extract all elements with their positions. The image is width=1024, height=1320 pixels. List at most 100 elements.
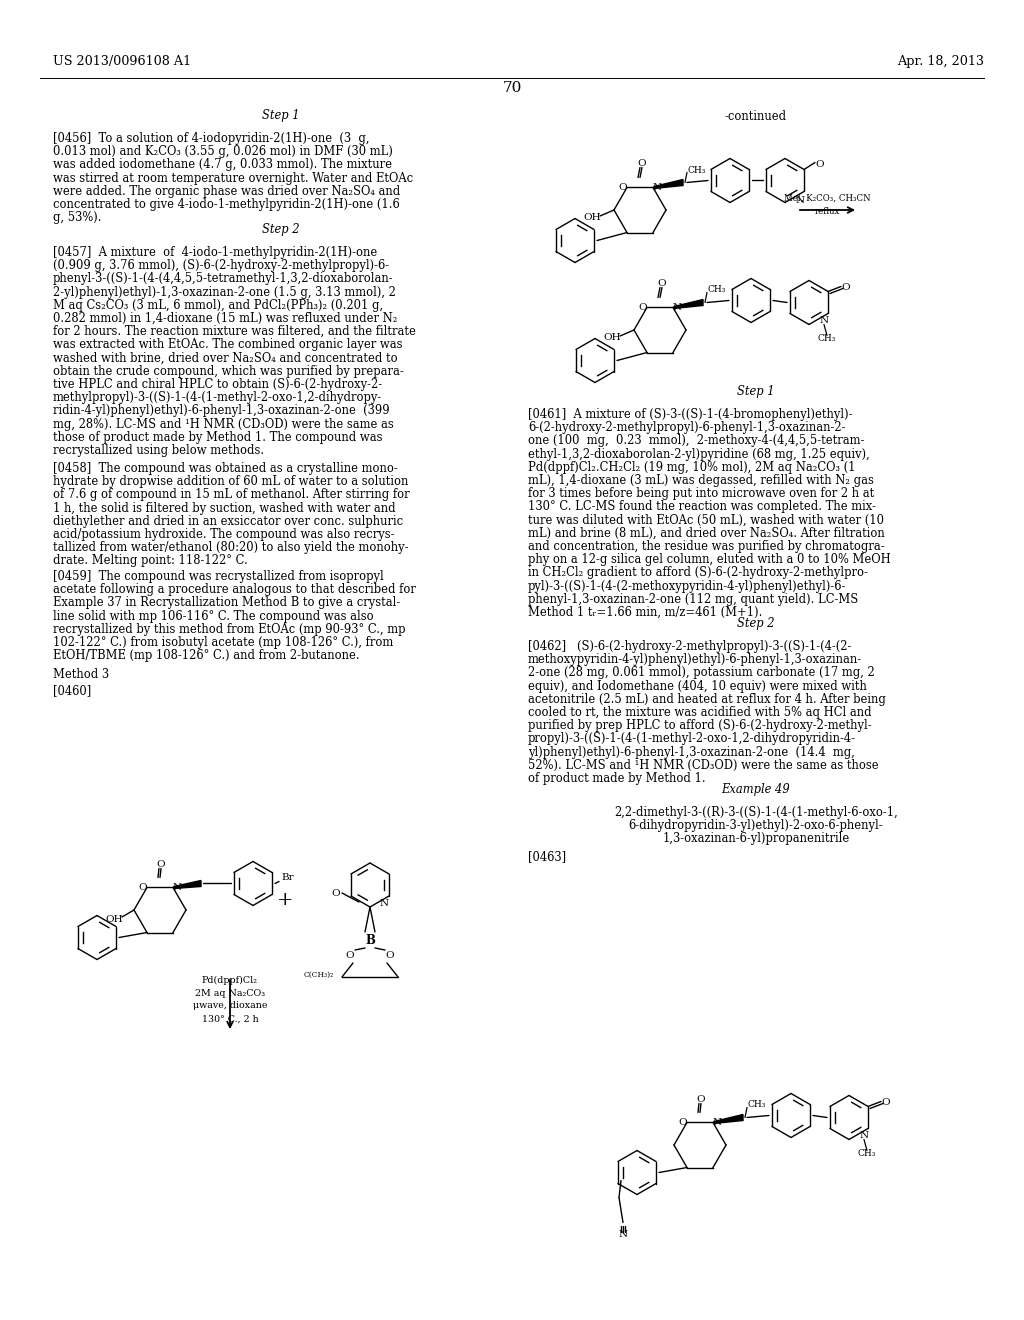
Text: recrystallized by this method from EtOAc (mp 90-93° C., mp: recrystallized by this method from EtOAc…	[53, 623, 406, 636]
Text: pyl)-3-((S)-1-(4-(2-methoxypyridin-4-yl)phenyl)ethyl)-6-: pyl)-3-((S)-1-(4-(2-methoxypyridin-4-yl)…	[528, 579, 847, 593]
Text: OH: OH	[105, 916, 123, 924]
Text: Step 1: Step 1	[737, 385, 775, 399]
Text: CH₃: CH₃	[687, 166, 706, 176]
Text: O: O	[696, 1096, 706, 1104]
Text: N: N	[673, 304, 682, 312]
Text: washed with brine, dried over Na₂SO₄ and concentrated to: washed with brine, dried over Na₂SO₄ and…	[53, 351, 397, 364]
Text: was added iodomethane (4.7 g, 0.033 mmol). The mixture: was added iodomethane (4.7 g, 0.033 mmol…	[53, 158, 392, 172]
Text: O: O	[157, 861, 165, 869]
Text: N: N	[713, 1118, 722, 1127]
Text: equiv), and Iodomethane (404, 10 equiv) were mixed with: equiv), and Iodomethane (404, 10 equiv) …	[528, 680, 867, 693]
Text: of product made by Method 1.: of product made by Method 1.	[528, 772, 706, 785]
Text: N: N	[859, 1131, 868, 1140]
Text: OH: OH	[603, 334, 621, 342]
Text: Example 49: Example 49	[722, 784, 791, 796]
Text: μwave, dioxane: μwave, dioxane	[193, 1002, 267, 1011]
Text: EtOH/TBME (mp 108-126° C.) and from 2-butanone.: EtOH/TBME (mp 108-126° C.) and from 2-bu…	[53, 649, 359, 663]
Text: acetate following a procedure analogous to that described for: acetate following a procedure analogous …	[53, 583, 416, 597]
Text: O: O	[386, 950, 394, 960]
Text: 52%). LC-MS and ¹H NMR (CD₃OD) were the same as those: 52%). LC-MS and ¹H NMR (CD₃OD) were the …	[528, 759, 879, 772]
Text: 2-yl)phenyl)ethyl)-1,3-oxazinan-2-one (1.5 g, 3.13 mmol), 2: 2-yl)phenyl)ethyl)-1,3-oxazinan-2-one (1…	[53, 285, 396, 298]
Text: 102-122° C.) from isobutyl acetate (mp 108-126° C.), from: 102-122° C.) from isobutyl acetate (mp 1…	[53, 636, 393, 649]
Text: OH: OH	[584, 214, 601, 223]
Text: O: O	[657, 279, 667, 288]
Text: -continued: -continued	[725, 110, 787, 123]
Text: O: O	[618, 183, 628, 191]
Text: 0.013 mol) and K₂CO₃ (3.55 g, 0.026 mol) in DMF (30 mL): 0.013 mol) and K₂CO₃ (3.55 g, 0.026 mol)…	[53, 145, 393, 158]
Text: tallized from water/ethanol (80:20) to also yield the monohy-: tallized from water/ethanol (80:20) to a…	[53, 541, 409, 554]
Text: Example 37 in Recrystallization Method B to give a crystal-: Example 37 in Recrystallization Method B…	[53, 597, 400, 610]
Text: [0457]  A mixture  of  4-iodo-1-methylpyridin-2(1H)-one: [0457] A mixture of 4-iodo-1-methylpyrid…	[53, 246, 377, 259]
Text: for 3 times before being put into microwave oven for 2 h at: for 3 times before being put into microw…	[528, 487, 874, 500]
Polygon shape	[714, 1114, 743, 1123]
Text: CH₃: CH₃	[858, 1148, 877, 1158]
Text: phenyl-1,3-oxazinan-2-one (112 mg, quant yield). LC-MS: phenyl-1,3-oxazinan-2-one (112 mg, quant…	[528, 593, 858, 606]
Text: N: N	[380, 899, 388, 908]
Text: Pd(dppf)Cl₂: Pd(dppf)Cl₂	[202, 975, 258, 985]
Text: 2M aq Na₂CO₃: 2M aq Na₂CO₃	[195, 989, 265, 998]
Text: was extracted with EtOAc. The combined organic layer was: was extracted with EtOAc. The combined o…	[53, 338, 402, 351]
Text: tive HPLC and chiral HPLC to obtain (S)-6-(2-hydroxy-2-: tive HPLC and chiral HPLC to obtain (S)-…	[53, 378, 382, 391]
Text: [0456]  To a solution of 4-iodopyridin-2(1H)-one  (3  g,: [0456] To a solution of 4-iodopyridin-2(…	[53, 132, 370, 145]
Text: [0459]  The compound was recrystallized from isopropyl: [0459] The compound was recrystallized f…	[53, 570, 384, 583]
Text: ridin-4-yl)phenyl)ethyl)-6-phenyl-1,3-oxazinan-2-one  (399: ridin-4-yl)phenyl)ethyl)-6-phenyl-1,3-ox…	[53, 404, 389, 417]
Text: hydrate by dropwise addition of 60 mL of water to a solution: hydrate by dropwise addition of 60 mL of…	[53, 475, 409, 488]
Text: diethylether and dried in an exsiccator over conc. sulphuric: diethylether and dried in an exsiccator …	[53, 515, 403, 528]
Text: 130° C. LC-MS found the reaction was completed. The mix-: 130° C. LC-MS found the reaction was com…	[528, 500, 876, 513]
Text: +: +	[276, 891, 293, 909]
Text: O: O	[842, 282, 850, 292]
Text: cooled to rt, the mixture was acidified with 5% aq HCl and: cooled to rt, the mixture was acidified …	[528, 706, 871, 719]
Text: [0462]   (S)-6-(2-hydroxy-2-methylpropyl)-3-((S)-1-(4-(2-: [0462] (S)-6-(2-hydroxy-2-methylpropyl)-…	[528, 640, 851, 653]
Text: (0.909 g, 3.76 mmol), (S)-6-(2-hydroxy-2-methylpropyl)-6-: (0.909 g, 3.76 mmol), (S)-6-(2-hydroxy-2…	[53, 259, 389, 272]
Text: phenyl-3-((S)-1-(4-(4,4,5,5-tetramethyl-1,3,2-dioxaborolan-: phenyl-3-((S)-1-(4-(4,4,5,5-tetramethyl-…	[53, 272, 393, 285]
Text: in CH₂Cl₂ gradient to afford (S)-6-(2-hydroxy-2-methylpro-: in CH₂Cl₂ gradient to afford (S)-6-(2-hy…	[528, 566, 868, 579]
Text: M aq Cs₂CO₃ (3 mL, 6 mmol), and PdCl₂(PPh₃)₂ (0.201 g,: M aq Cs₂CO₃ (3 mL, 6 mmol), and PdCl₂(PP…	[53, 298, 383, 312]
Text: 6-(2-hydroxy-2-methylpropyl)-6-phenyl-1,3-oxazinan-2-: 6-(2-hydroxy-2-methylpropyl)-6-phenyl-1,…	[528, 421, 846, 434]
Text: O: O	[882, 1098, 890, 1107]
Text: Pd(dppf)Cl₂.CH₂Cl₂ (19 mg, 10% mol), 2M aq Na₂CO₃ (1: Pd(dppf)Cl₂.CH₂Cl₂ (19 mg, 10% mol), 2M …	[528, 461, 855, 474]
Text: propyl)-3-((S)-1-(4-(1-methyl-2-oxo-1,2-dihydropyridin-4-: propyl)-3-((S)-1-(4-(1-methyl-2-oxo-1,2-…	[528, 733, 856, 746]
Polygon shape	[174, 880, 201, 888]
Text: O: O	[638, 158, 646, 168]
Text: O: O	[679, 1118, 687, 1127]
Text: N: N	[796, 195, 805, 205]
Text: [0458]  The compound was obtained as a crystalline mono-: [0458] The compound was obtained as a cr…	[53, 462, 397, 475]
Text: Br: Br	[281, 873, 294, 882]
Text: mL) and brine (8 mL), and dried over Na₂SO₄. After filtration: mL) and brine (8 mL), and dried over Na₂…	[528, 527, 885, 540]
Text: Method 3: Method 3	[53, 668, 110, 681]
Text: one (100  mg,  0.23  mmol),  2-methoxy-4-(4,4,5,5-tetram-: one (100 mg, 0.23 mmol), 2-methoxy-4-(4,…	[528, 434, 864, 447]
Text: Step 1: Step 1	[262, 110, 300, 123]
Text: 70: 70	[503, 81, 521, 95]
Text: methoxypyridin-4-yl)phenyl)ethyl)-6-phenyl-1,3-oxazinan-: methoxypyridin-4-yl)phenyl)ethyl)-6-phen…	[528, 653, 862, 667]
Text: [0463]: [0463]	[528, 850, 566, 863]
Text: ethyl-1,3,2-dioxaborolan-2-yl)pyridine (68 mg, 1.25 equiv),: ethyl-1,3,2-dioxaborolan-2-yl)pyridine (…	[528, 447, 869, 461]
Text: recrystallized using below methods.: recrystallized using below methods.	[53, 444, 264, 457]
Text: N: N	[618, 1230, 628, 1239]
Text: 1,3-oxazinan-6-yl)propanenitrile: 1,3-oxazinan-6-yl)propanenitrile	[663, 833, 850, 845]
Text: 0.282 mmol) in 1,4-dioxane (15 mL) was refluxed under N₂: 0.282 mmol) in 1,4-dioxane (15 mL) was r…	[53, 312, 397, 325]
Text: ture was diluted with EtOAc (50 mL), washed with water (10: ture was diluted with EtOAc (50 mL), was…	[528, 513, 884, 527]
Text: Apr. 18, 2013: Apr. 18, 2013	[897, 55, 984, 69]
Text: acid/potassium hydroxide. The compound was also recrys-: acid/potassium hydroxide. The compound w…	[53, 528, 394, 541]
Text: of 7.6 g of compound in 15 mL of methanol. After stirring for: of 7.6 g of compound in 15 mL of methano…	[53, 488, 410, 502]
Text: and concentration, the residue was purified by chromatogra-: and concentration, the residue was purif…	[528, 540, 885, 553]
Text: [0460]: [0460]	[53, 684, 91, 697]
Text: O: O	[816, 160, 824, 169]
Text: Method 1 tᵣ=1.66 min, m/z=461 (M+1).: Method 1 tᵣ=1.66 min, m/z=461 (M+1).	[528, 606, 763, 619]
Text: 2,2-dimethyl-3-((R)-3-((S)-1-(4-(1-methyl-6-oxo-1,: 2,2-dimethyl-3-((R)-3-((S)-1-(4-(1-methy…	[614, 807, 898, 818]
Text: O: O	[138, 883, 147, 892]
Text: for 2 hours. The reaction mixture was filtered, and the filtrate: for 2 hours. The reaction mixture was fi…	[53, 325, 416, 338]
Text: US 2013/0096108 A1: US 2013/0096108 A1	[53, 55, 191, 69]
Text: line solid with mp 106-116° C. The compound was also: line solid with mp 106-116° C. The compo…	[53, 610, 374, 623]
Text: CH₃: CH₃	[746, 1100, 765, 1109]
Text: those of product made by Method 1. The compound was: those of product made by Method 1. The c…	[53, 430, 383, 444]
Text: were added. The organic phase was dried over Na₂SO₄ and: were added. The organic phase was dried …	[53, 185, 400, 198]
Text: 2-one (28 mg, 0.061 mmol), potassium carbonate (17 mg, 2: 2-one (28 mg, 0.061 mmol), potassium car…	[528, 667, 874, 680]
Text: acetonitrile (2.5 mL) and heated at reflux for 4 h. After being: acetonitrile (2.5 mL) and heated at refl…	[528, 693, 886, 706]
Polygon shape	[674, 300, 703, 309]
Text: obtain the crude compound, which was purified by prepara-: obtain the crude compound, which was pur…	[53, 364, 403, 378]
Text: g, 53%).: g, 53%).	[53, 211, 101, 224]
Text: mL), 1,4-dioxane (3 mL) was degassed, refilled with N₂ gas: mL), 1,4-dioxane (3 mL) was degassed, re…	[528, 474, 873, 487]
Text: Step 2: Step 2	[262, 223, 300, 236]
Text: was stirred at room temperature overnight. Water and EtOAc: was stirred at room temperature overnigh…	[53, 172, 413, 185]
